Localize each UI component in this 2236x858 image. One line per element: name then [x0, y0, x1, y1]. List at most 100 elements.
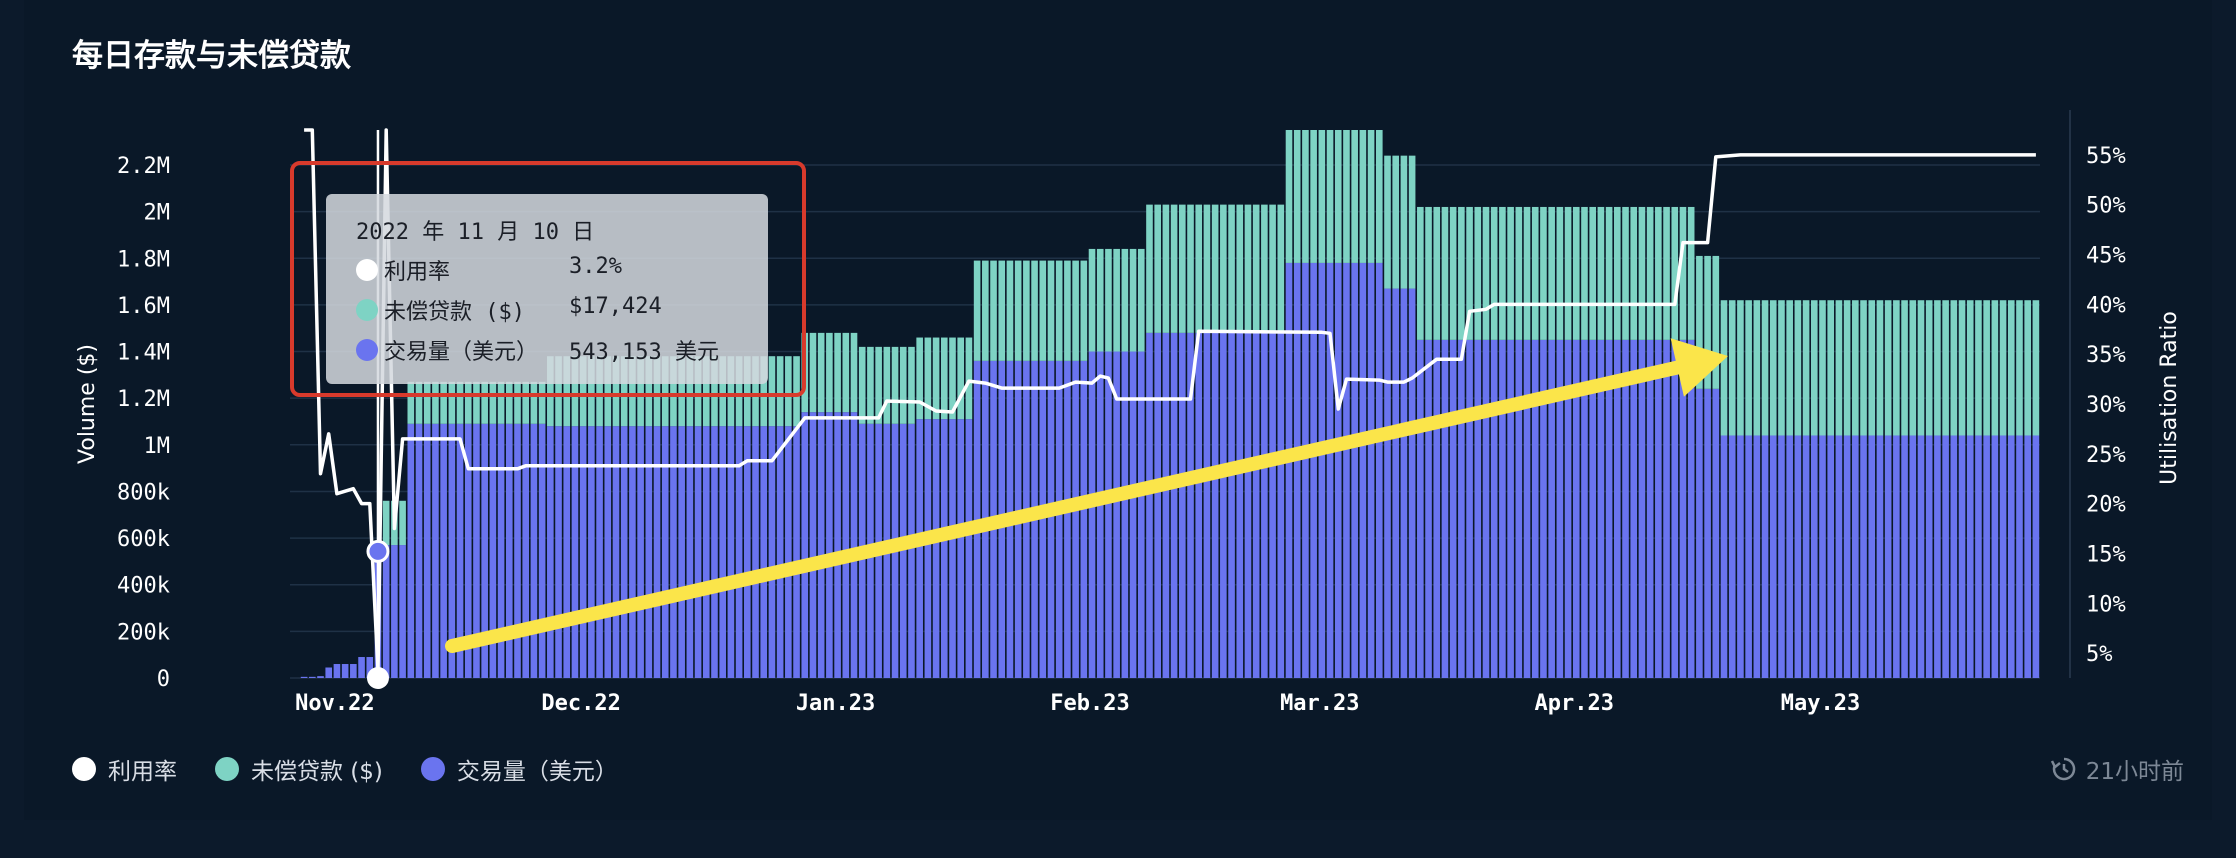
- bar-outstanding: [547, 356, 554, 427]
- bar-outstanding: [711, 356, 718, 427]
- bar-volume: [1367, 262, 1375, 678]
- arrow-head: [1670, 338, 1728, 397]
- y-tick-label: 1.6M: [117, 294, 170, 319]
- y-tick-label: 1.8M: [117, 247, 170, 272]
- bar-outstanding: [1679, 206, 1687, 340]
- bar-outstanding: [1737, 300, 1744, 436]
- bar-outstanding: [785, 356, 792, 427]
- bar-volume: [744, 426, 751, 678]
- bar-outstanding: [1425, 206, 1432, 340]
- y2-tick-label: 35%: [2086, 343, 2126, 368]
- bar-outstanding: [1958, 300, 1966, 436]
- bar-outstanding: [1507, 206, 1514, 340]
- bar-volume: [1129, 351, 1137, 678]
- bar-outstanding: [1244, 204, 1252, 333]
- bar-volume: [1786, 435, 1793, 678]
- bar-outstanding: [1991, 300, 1999, 436]
- tooltip-value: 3.2%: [569, 254, 622, 279]
- bar-outstanding: [1179, 204, 1186, 333]
- bar-volume: [1441, 339, 1449, 678]
- bar-outstanding: [1597, 206, 1605, 340]
- bar-volume: [1523, 339, 1531, 678]
- bar-outstanding: [744, 356, 751, 427]
- bar-volume: [1548, 339, 1555, 678]
- bar-volume: [358, 657, 365, 678]
- bar-volume: [1655, 339, 1662, 678]
- bar-volume: [1293, 262, 1301, 678]
- bar-outstanding: [612, 356, 620, 427]
- bar-outstanding: [826, 332, 833, 413]
- legend-item-outstanding[interactable]: 未偿贷款 ($): [215, 752, 383, 786]
- bar-volume: [629, 426, 636, 678]
- bar-volume: [793, 426, 800, 678]
- legend-item-utilisation[interactable]: 利用率: [72, 752, 177, 786]
- bar-outstanding: [678, 356, 685, 427]
- bar-outstanding: [1909, 300, 1917, 436]
- bar-outstanding: [596, 356, 603, 427]
- bar-outstanding: [1728, 300, 1736, 436]
- tooltip-value: 543,153 美元: [569, 340, 719, 365]
- bar-outstanding: [899, 346, 907, 424]
- bar-volume: [809, 412, 817, 678]
- bar-outstanding: [1556, 206, 1564, 340]
- bar-volume: [670, 426, 677, 678]
- bar-outstanding: [645, 356, 653, 427]
- legend-item-volume[interactable]: 交易量（美元）: [420, 752, 618, 786]
- bar-outstanding: [1088, 248, 1096, 352]
- bar-volume: [1425, 339, 1432, 678]
- bar-outstanding: [990, 260, 997, 361]
- bar-outstanding: [1187, 204, 1194, 333]
- bar-outstanding: [875, 346, 882, 424]
- bar-outstanding: [1064, 260, 1071, 361]
- bar-outstanding: [1794, 300, 1802, 436]
- bar-outstanding: [1458, 206, 1465, 340]
- bar-outstanding: [1745, 300, 1752, 436]
- bar-volume: [637, 426, 644, 678]
- bar-outstanding: [1712, 255, 1720, 389]
- bar-volume: [1375, 262, 1383, 678]
- bar-volume: [1474, 339, 1482, 678]
- bar-outstanding: [1810, 300, 1818, 436]
- bar-volume: [1146, 332, 1153, 678]
- bar-outstanding: [817, 332, 825, 413]
- bar-volume: [1745, 435, 1752, 678]
- y-tick-label: 2M: [144, 201, 171, 226]
- hover-point-volume: [366, 539, 390, 563]
- bar-volume: [1991, 435, 1999, 678]
- bar-volume: [1843, 435, 1851, 678]
- bar-outstanding: [924, 337, 932, 420]
- bar-outstanding: [1778, 300, 1785, 436]
- bar-outstanding: [1351, 130, 1358, 263]
- bar-outstanding: [423, 381, 431, 424]
- x-tick-label: Jan.23: [796, 691, 875, 716]
- bar-outstanding: [1293, 130, 1301, 263]
- bar-outstanding: [1269, 204, 1276, 333]
- y-tick-label: 1.2M: [117, 387, 170, 412]
- bar-outstanding: [473, 381, 480, 424]
- bar-volume: [1285, 262, 1293, 678]
- bar-volume: [826, 412, 833, 678]
- bar-volume: [1359, 262, 1367, 678]
- legend-label: 利用率: [108, 759, 177, 785]
- bar-outstanding: [1605, 206, 1613, 340]
- bar-outstanding: [415, 381, 423, 424]
- bar-outstanding: [563, 356, 571, 427]
- bar-volume: [505, 423, 513, 678]
- bar-outstanding: [1531, 206, 1539, 340]
- bar-volume: [1064, 360, 1071, 678]
- bar-outstanding: [440, 381, 447, 424]
- bar-volume: [1564, 339, 1572, 678]
- bar-volume: [1852, 435, 1859, 678]
- bar-outstanding: [1950, 300, 1958, 436]
- bar-outstanding: [1014, 260, 1022, 361]
- bar-outstanding: [2032, 300, 2040, 436]
- bar-outstanding: [1884, 300, 1892, 436]
- bar-outstanding: [661, 356, 669, 427]
- bar-outstanding: [1137, 248, 1145, 352]
- bar-volume: [973, 360, 981, 678]
- bar-outstanding: [522, 381, 530, 424]
- bar-outstanding: [505, 381, 513, 424]
- bar-outstanding: [579, 356, 587, 427]
- bar-volume: [1490, 339, 1498, 678]
- bar-volume: [579, 426, 587, 678]
